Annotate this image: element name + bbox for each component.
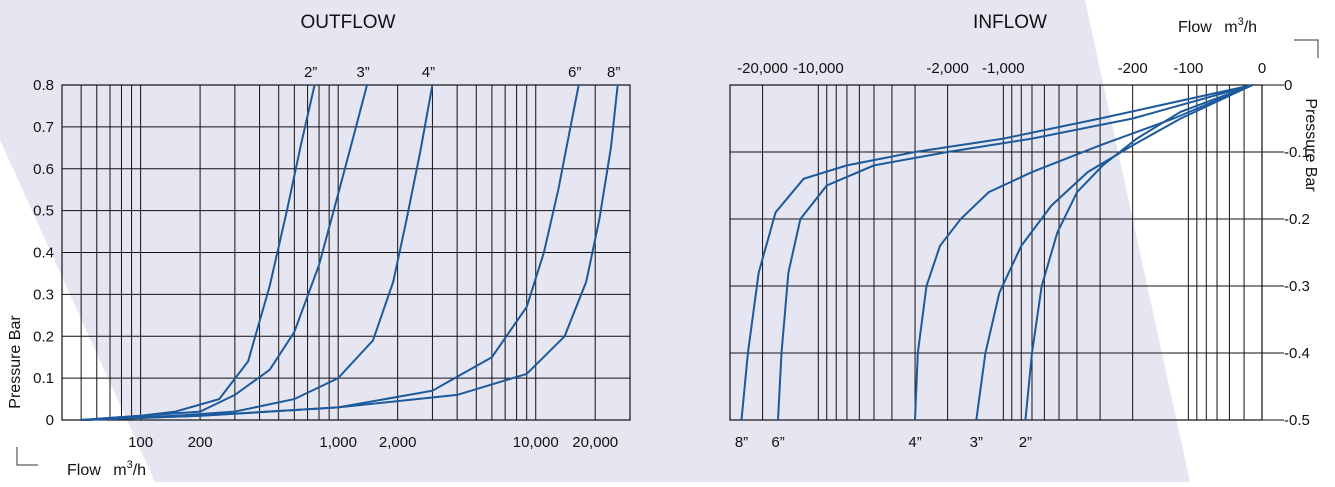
inflow-x-tick-label: 0	[1258, 60, 1266, 77]
inflow-series-label: 6”	[771, 434, 784, 451]
outflow-x-unit-tail: /h	[133, 462, 146, 479]
svg-text:Flow m3/h: Flow m3/h	[67, 459, 146, 479]
inflow-x-axis-label: Flow m3/h	[1178, 16, 1319, 58]
inflow-series-label: 2”	[1019, 434, 1032, 451]
inflow-y-tick-label: -0.5	[1284, 412, 1310, 429]
inflow-y-axis-label: Pressure Bar	[1302, 98, 1319, 192]
inflow-x-label-bracket	[1294, 39, 1319, 58]
inflow-y-tick-label: -0.4	[1284, 345, 1310, 362]
outflow-y-axis-label: Pressure Bar	[7, 315, 24, 409]
outflow-series-label: 3”	[356, 64, 369, 81]
outflow-series-label: 2”	[304, 64, 317, 81]
outflow-x-axis-label: Flow m3/h	[16, 447, 146, 479]
outflow-y-tick-label: 0.4	[33, 245, 54, 262]
inflow-y-tick-label: -0.2	[1284, 211, 1310, 228]
inflow-y-tick-label: -0.1	[1284, 144, 1310, 161]
outflow-x-tick-label: 1,000	[319, 434, 357, 451]
inflow-series-label: 3”	[970, 434, 983, 451]
inflow-series-label: 4”	[908, 434, 921, 451]
inflow-plot-frame	[729, 84, 1263, 421]
inflow-series-label: 8”	[735, 434, 748, 451]
outflow-x-tick-label: 100	[128, 434, 153, 451]
outflow-x-label-text: Flow	[67, 462, 101, 479]
inflow-curve	[740, 84, 1253, 421]
outflow-x-tick-label: 2,000	[379, 434, 417, 451]
outflow-y-tick-label: 0.8	[33, 77, 54, 94]
outflow-y-tick-label: 0.1	[33, 370, 54, 387]
outflow-series-label: 6”	[568, 64, 581, 81]
inflow-curve	[777, 84, 1253, 421]
outflow-plot: 0 0.1 0.2 0.3 0.4 0.5 0.6 0.7 0.8 100 200 1,000 2,00…	[33, 64, 631, 451]
outflow-curve	[81, 84, 619, 421]
inflow-title: INFLOW	[973, 12, 1047, 33]
outflow-series-label: 8”	[607, 64, 620, 81]
inflow-x-tick-label: -10,000	[793, 60, 844, 77]
inflow-y-tick-label: 0	[1284, 77, 1292, 94]
outflow-y-tick-label: 0.3	[33, 286, 54, 303]
inflow-x-tick-label: -2,000	[926, 60, 969, 77]
svg-text:Flow m3/h: Flow m3/h	[1178, 16, 1257, 36]
outflow-y-tick-label: 0.5	[33, 203, 54, 220]
outflow-series-label: 4”	[422, 64, 435, 81]
outflow-curve	[81, 84, 368, 421]
outflow-x-tick-label: 200	[188, 434, 213, 451]
inflow-y-tick-label: -0.3	[1284, 278, 1310, 295]
inflow-x-tick-label: -1,000	[982, 60, 1025, 77]
inflow-x-unit-exp: 3	[1238, 16, 1244, 28]
inflow-curve	[1024, 84, 1253, 421]
inflow-x-unit-tail: /h	[1244, 19, 1257, 36]
inflow-x-tick-label: -100	[1173, 60, 1203, 77]
outflow-x-label-bracket	[16, 447, 38, 466]
outflow-x-unit-exp: 3	[127, 459, 133, 471]
outflow-y-tick-label: 0.6	[33, 161, 54, 178]
outflow-x-tick-label: 10,000	[513, 434, 559, 451]
outflow-y-tick-label: 0.2	[33, 328, 54, 345]
inflow-x-label-text: Flow	[1178, 19, 1212, 36]
inflow-plot: 0 -0.1 -0.2 -0.3 -0.4 -0.5 -20,000 -10,000 -2,00…	[729, 60, 1310, 451]
inflow-x-tick-label: -20,000	[737, 60, 788, 77]
inflow-curve	[914, 84, 1253, 421]
inflow-x-tick-label: -200	[1118, 60, 1148, 77]
inflow-curve	[975, 84, 1253, 421]
inflow-x-unit-base: m	[1224, 19, 1237, 36]
outflow-curve	[81, 84, 434, 421]
outflow-y-tick-label: 0.7	[33, 119, 54, 136]
outflow-title: OUTFLOW	[301, 12, 396, 33]
outflow-y-tick-label: 0	[46, 412, 54, 429]
outflow-x-unit-base: m	[113, 462, 126, 479]
outflow-plot-frame	[61, 84, 631, 421]
outflow-x-tick-label: 20,000	[572, 434, 618, 451]
